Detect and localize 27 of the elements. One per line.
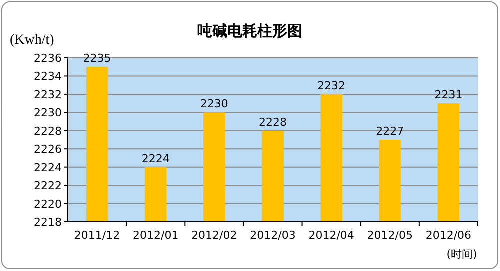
x-tick-label: 2012/01	[133, 229, 179, 242]
data-label: 2224	[142, 152, 170, 166]
y-tick-label: 2228	[34, 124, 62, 138]
y-tick-label: 2230	[34, 106, 62, 120]
y-axis-title: (Kwh/t)	[10, 33, 55, 48]
data-label: 2235	[83, 52, 112, 66]
y-tick-label: 2222	[34, 180, 62, 193]
x-tick-label: 2012/02	[192, 229, 238, 242]
chart-title: 吨碱电耗柱形图	[198, 22, 302, 40]
data-label: 2228	[259, 116, 287, 129]
x-tick-label: 2012/05	[367, 229, 413, 242]
y-tick-label: 2236	[34, 52, 62, 65]
y-tick-label: 2226	[34, 143, 62, 156]
y-tick-label: 2232	[34, 88, 62, 102]
data-label: 2227	[376, 125, 404, 138]
data-label: 2230	[200, 98, 228, 111]
data-label: 2231	[434, 88, 463, 102]
y-tick-label: 2220	[34, 198, 62, 211]
x-tick-label: 2012/04	[308, 229, 354, 242]
x-tick-label: 2011/12	[74, 229, 120, 242]
data-label: 2232	[318, 79, 346, 92]
y-tick-label: 2218	[34, 216, 62, 229]
x-tick-label: 2012/06	[426, 229, 472, 242]
y-tick-label: 2224	[34, 161, 62, 174]
y-tick-label: 2234	[34, 70, 62, 84]
x-axis-title: (时间)	[446, 248, 478, 261]
x-tick-label: 2012/03	[250, 229, 296, 242]
